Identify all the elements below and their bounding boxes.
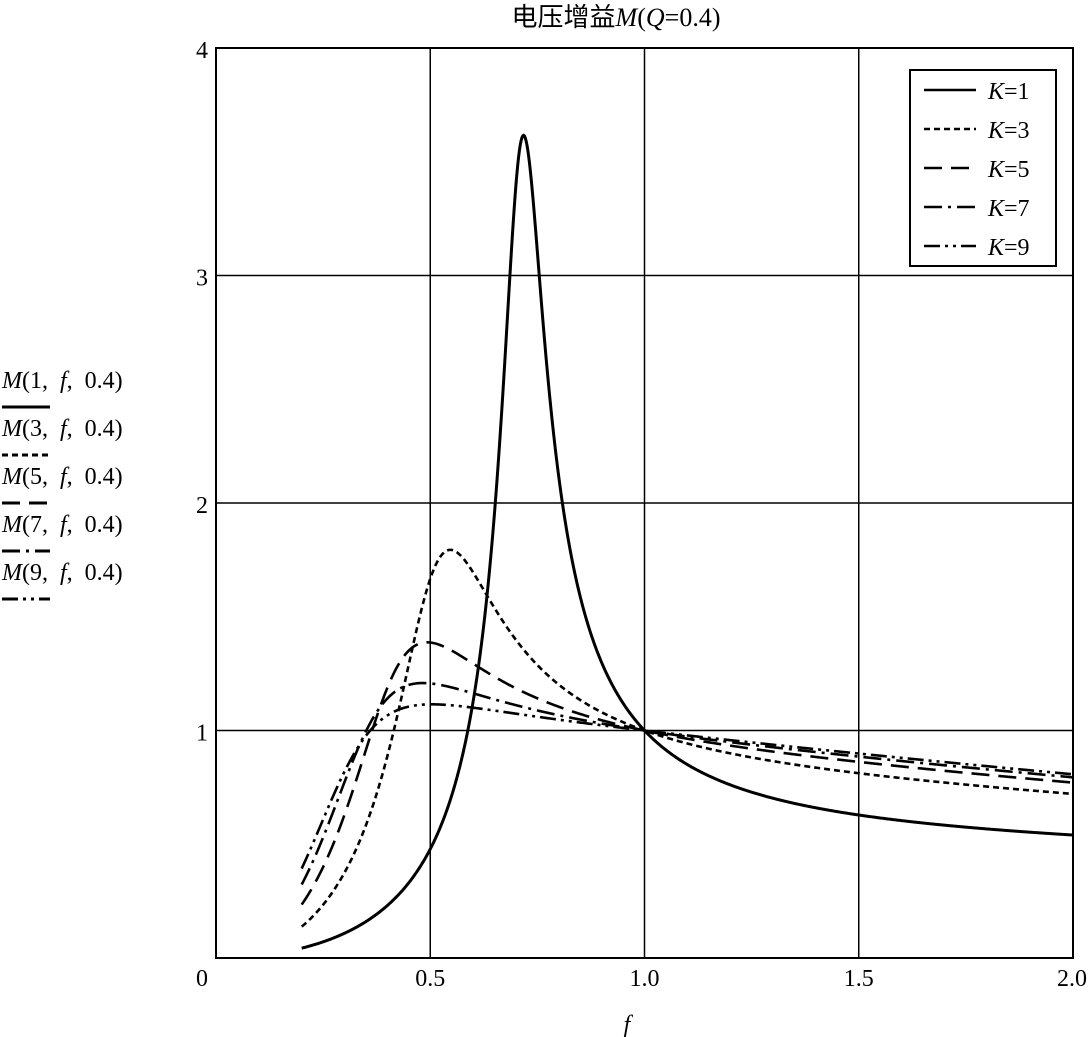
side-series-label: M(7, f, 0.4) (0, 512, 200, 560)
side-series-text: M(9, f, 0.4) (2, 560, 123, 586)
legend-label: K=7 (987, 196, 1030, 222)
x-tick-label: 1.0 (630, 966, 660, 992)
x-tick-label: 2.0 (1057, 966, 1087, 992)
side-series-swatch (2, 453, 50, 457)
side-series-label: M(9, f, 0.4) (0, 560, 200, 608)
side-series-text: M(7, f, 0.4) (2, 512, 123, 538)
side-series-swatch (2, 405, 50, 409)
side-series-label: M(5, f, 0.4) (0, 464, 200, 512)
side-series-swatch (2, 501, 50, 505)
side-series-label: M(1, f, 0.4) (0, 368, 200, 416)
legend-label: K=3 (987, 118, 1030, 144)
side-series-label: M(3, f, 0.4) (0, 416, 200, 464)
legend-label: K=5 (987, 157, 1030, 183)
x-tick-label: 0 (196, 966, 208, 992)
y-tick-label: 3 (196, 266, 208, 292)
legend-label: K=1 (987, 79, 1030, 105)
grid-lines (216, 48, 1073, 958)
side-series-swatch (2, 597, 50, 601)
side-series-swatch (2, 549, 50, 553)
side-series-text: M(1, f, 0.4) (2, 368, 123, 394)
series-line-K=1 (301, 133, 1074, 950)
y-tick-label: 1 (196, 721, 208, 747)
series-line-K=7 (300, 681, 1074, 886)
plot-frame (215, 47, 1074, 959)
chart-title: 电压增益M(Q=0.4) (512, 3, 721, 32)
gain-curves (300, 133, 1074, 950)
series-line-K=3 (300, 548, 1074, 928)
legend-label: K=9 (987, 235, 1030, 261)
tick-labels: 0 0.5 1.0 1.5 2.0 1 2 3 4 (196, 38, 1087, 992)
x-tick-label: 1.5 (844, 966, 874, 992)
series-line-K=5 (300, 641, 1074, 906)
y-tick-label: 4 (196, 38, 208, 64)
side-series-text: M(5, f, 0.4) (2, 464, 123, 490)
y-tick-label: 2 (196, 493, 208, 519)
side-series-text: M(3, f, 0.4) (2, 416, 123, 442)
x-axis-label: f (624, 1012, 634, 1037)
series-line-K=9 (300, 703, 1074, 870)
x-tick-label: 0.5 (415, 966, 445, 992)
legend: K=1 K=3 K=5 K=7 K=9 (909, 69, 1057, 267)
